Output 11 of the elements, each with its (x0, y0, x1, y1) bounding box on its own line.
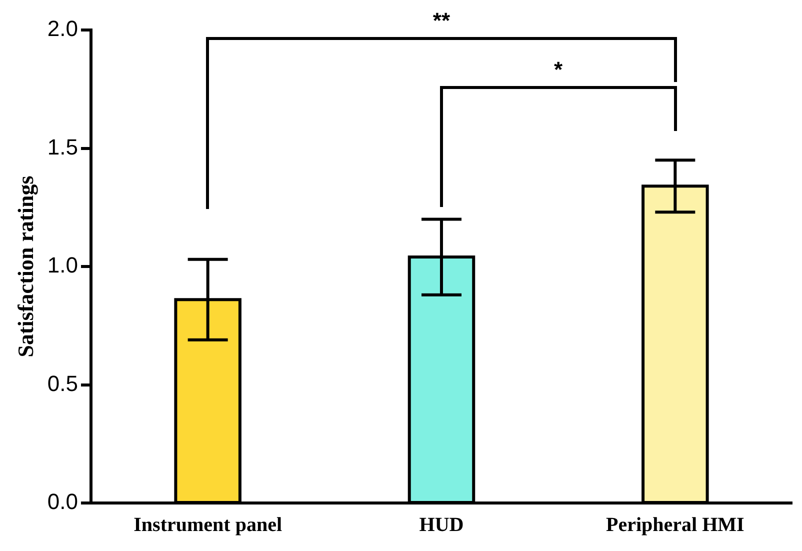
x-tick-label: HUD (419, 514, 464, 536)
x-tick-label: Instrument panel (134, 514, 282, 536)
y-tick-label: 0.0 (47, 489, 78, 514)
y-axis-title: Satisfaction ratings (12, 175, 38, 358)
annotation: ** (432, 8, 450, 34)
annotation: * (554, 57, 563, 84)
y-tick-label: 1.5 (47, 134, 78, 160)
y-tick-label: 1.0 (47, 252, 78, 278)
y-tick-label: 0.5 (47, 370, 78, 396)
x-tick-label: Peripheral HMI (606, 514, 745, 536)
y-tick-label: 2.0 (47, 16, 78, 42)
